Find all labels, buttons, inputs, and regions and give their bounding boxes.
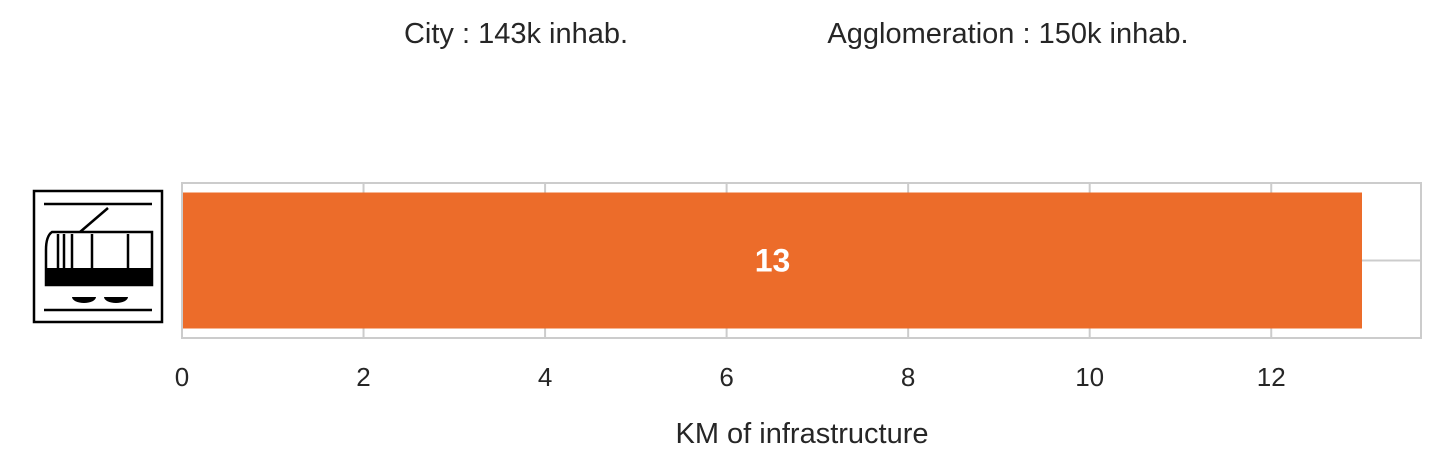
x-tick-label: 0 (175, 362, 189, 392)
x-tick-label: 2 (356, 362, 370, 392)
bar-layer: 13 (183, 192, 1362, 329)
x-tick-label: 12 (1257, 362, 1286, 392)
x-tick-label: 4 (538, 362, 552, 392)
x-tick-label: 6 (719, 362, 733, 392)
x-tick-label: 10 (1075, 362, 1104, 392)
x-axis-label: KM of infrastructure (675, 418, 928, 450)
x-axis: 0 2 4 6 8 10 12 (175, 362, 1286, 392)
agglomeration-population-label: Agglomeration : 150k inhab. (827, 18, 1188, 50)
bar-tram (183, 192, 1362, 329)
x-tick-label: 8 (901, 362, 915, 392)
tram-icon (32, 189, 164, 324)
bar-value-label: 13 (755, 243, 791, 279)
city-population-label: City : 143k inhab. (404, 18, 628, 50)
